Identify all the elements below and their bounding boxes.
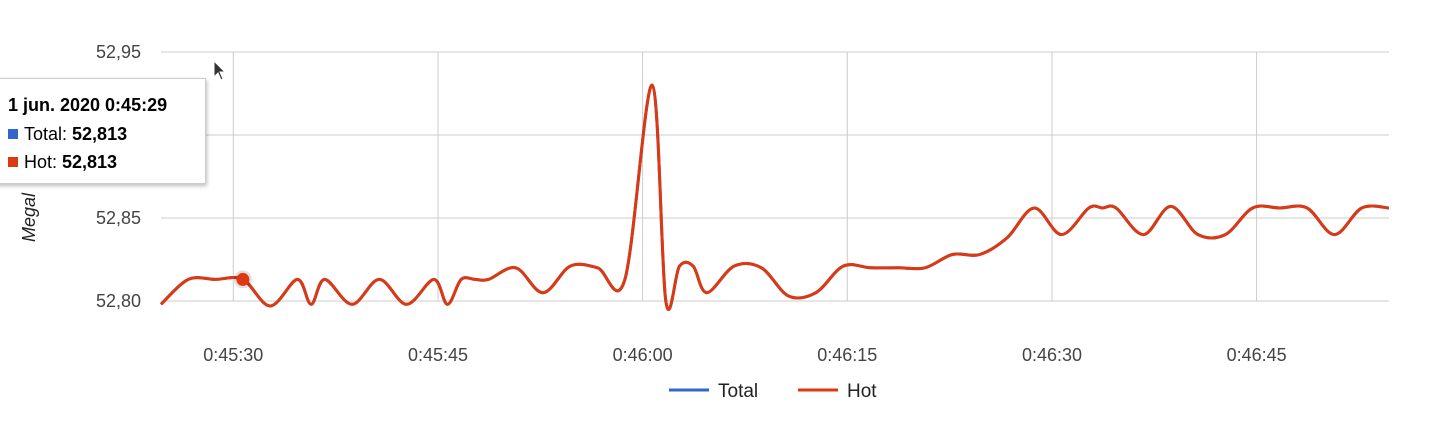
tooltip-title: 1 jun. 2020 0:45:29 — [8, 95, 168, 115]
highlight-point[interactable] — [236, 272, 250, 286]
tooltip-row-total: Total: 52,813 — [8, 124, 127, 145]
tooltip-label-hot: Hot: — [24, 152, 63, 172]
tooltip-value-total: 52,813 — [72, 124, 128, 144]
legend-label: Total — [718, 381, 758, 402]
legend-item-total[interactable]: Total — [669, 381, 758, 402]
total-swatch-icon — [8, 129, 18, 139]
y-tick-label: 52,95 — [96, 42, 141, 62]
y-tick-label: 52,80 — [96, 291, 141, 311]
tooltip: 1 jun. 2020 0:45:29 Total: 52,813 Hot: 5… — [0, 78, 206, 184]
legend-item-hot[interactable]: Hot — [798, 381, 877, 402]
arrow-cursor-icon — [213, 59, 227, 81]
highlight-points[interactable] — [233, 270, 252, 289]
series-line-total — [159, 83, 1390, 312]
x-tick-label: 0:45:30 — [203, 345, 263, 365]
y-axis-ticks: 52,80 52,85 52,95 — [96, 42, 141, 311]
y-axis-label: Megal — [19, 192, 39, 242]
tooltip-row-hot: Hot: 52,813 — [8, 152, 117, 173]
x-tick-label: 0:45:45 — [408, 345, 468, 365]
y-tick-label: 52,85 — [96, 208, 141, 228]
x-tick-label: 0:46:45 — [1227, 345, 1287, 365]
tooltip-value-hot: 52,813 — [62, 152, 118, 172]
hot-swatch-icon — [8, 157, 18, 167]
grid-lines — [161, 51, 1389, 302]
legend-label: Hot — [847, 381, 877, 402]
x-tick-label: 0:46:30 — [1022, 345, 1082, 365]
tooltip-label-total: Total: — [24, 124, 73, 144]
x-axis-ticks: 0:45:30 0:45:45 0:46:00 0:46:15 0:46:30 0:46:… — [203, 345, 1286, 365]
series-line-hot — [159, 83, 1390, 312]
x-tick-label: 0:46:15 — [817, 345, 877, 365]
series-lines — [159, 83, 1390, 312]
x-tick-label: 0:46:00 — [613, 345, 673, 365]
legend[interactable]: Total Hot — [669, 381, 877, 402]
